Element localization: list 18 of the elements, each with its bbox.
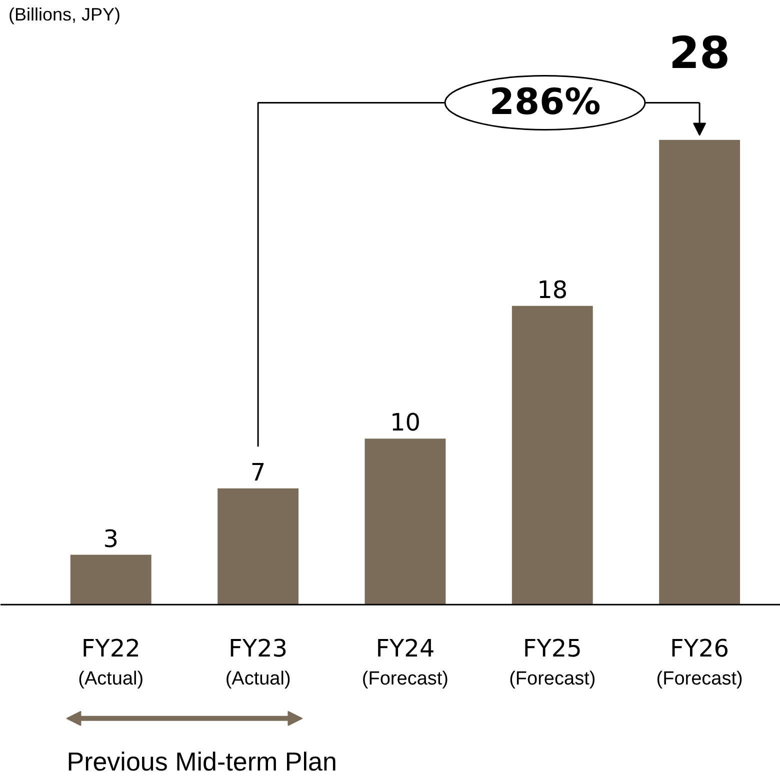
data-label: 28 xyxy=(668,28,730,79)
bar xyxy=(659,140,740,605)
text: Previous Mid-term Plan xyxy=(66,746,337,776)
text: 286% xyxy=(489,82,601,124)
x-tick-label: FY25 (Forecast) xyxy=(509,634,596,690)
x-tick-label: FY23 (Actual) xyxy=(225,634,291,690)
data-label: 3 xyxy=(103,524,119,553)
x-tick-label: FY26 (Forecast) xyxy=(656,634,743,690)
x-tick-label: FY22 (Actual) xyxy=(78,634,144,690)
bar xyxy=(70,554,152,605)
data-label: 10 xyxy=(390,408,420,437)
bar xyxy=(364,438,446,605)
bar xyxy=(218,488,299,605)
x-tick-label: FY24 (Forecast) xyxy=(362,634,449,690)
data-label: 18 xyxy=(537,276,568,304)
text: (Billions, JPY) xyxy=(8,4,121,24)
bar xyxy=(512,306,593,605)
data-label: 7 xyxy=(250,458,266,486)
